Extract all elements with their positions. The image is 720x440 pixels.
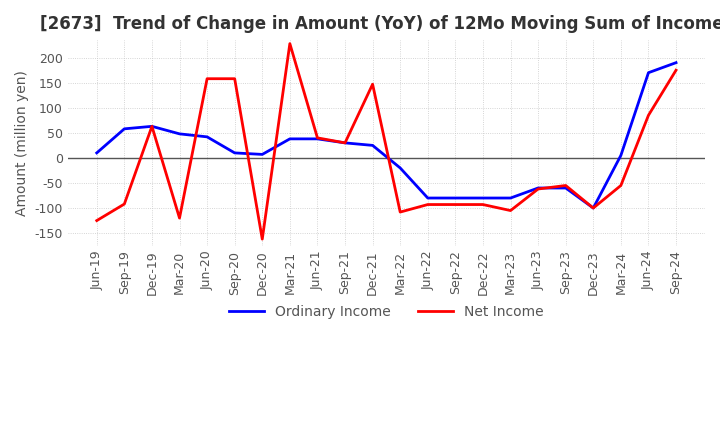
- Net Income: [644, 113, 653, 118]
- Net Income: [148, 124, 156, 129]
- Ordinary Income: [92, 150, 101, 156]
- Net Income: [423, 202, 432, 207]
- Net Income: [562, 183, 570, 188]
- Net Income: [313, 135, 322, 140]
- Line: Ordinary Income: Ordinary Income: [96, 62, 676, 208]
- Net Income: [672, 68, 680, 73]
- Ordinary Income: [672, 60, 680, 65]
- Net Income: [230, 76, 239, 81]
- Ordinary Income: [644, 70, 653, 75]
- Ordinary Income: [203, 134, 212, 139]
- Ordinary Income: [175, 131, 184, 136]
- Net Income: [479, 202, 487, 207]
- Net Income: [506, 208, 515, 213]
- Ordinary Income: [534, 185, 542, 191]
- Net Income: [120, 202, 129, 207]
- Net Income: [286, 41, 294, 46]
- Ordinary Income: [313, 136, 322, 142]
- Ordinary Income: [148, 124, 156, 129]
- Ordinary Income: [479, 195, 487, 201]
- Net Income: [92, 218, 101, 223]
- Net Income: [451, 202, 459, 207]
- Net Income: [258, 236, 266, 242]
- Net Income: [175, 216, 184, 221]
- Ordinary Income: [396, 165, 405, 171]
- Ordinary Income: [562, 185, 570, 191]
- Line: Net Income: Net Income: [96, 44, 676, 239]
- Ordinary Income: [506, 195, 515, 201]
- Net Income: [203, 76, 212, 81]
- Ordinary Income: [616, 153, 625, 158]
- Legend: Ordinary Income, Net Income: Ordinary Income, Net Income: [223, 300, 549, 325]
- Title: [2673]  Trend of Change in Amount (YoY) of 12Mo Moving Sum of Incomes: [2673] Trend of Change in Amount (YoY) o…: [40, 15, 720, 33]
- Ordinary Income: [286, 136, 294, 142]
- Ordinary Income: [230, 150, 239, 156]
- Ordinary Income: [369, 143, 377, 148]
- Net Income: [534, 187, 542, 192]
- Ordinary Income: [120, 126, 129, 132]
- Net Income: [589, 205, 598, 211]
- Net Income: [396, 209, 405, 215]
- Net Income: [369, 81, 377, 87]
- Net Income: [341, 140, 349, 146]
- Ordinary Income: [258, 152, 266, 157]
- Net Income: [616, 183, 625, 188]
- Ordinary Income: [423, 195, 432, 201]
- Y-axis label: Amount (million yen): Amount (million yen): [15, 70, 29, 216]
- Ordinary Income: [589, 205, 598, 211]
- Ordinary Income: [341, 140, 349, 146]
- Ordinary Income: [451, 195, 459, 201]
